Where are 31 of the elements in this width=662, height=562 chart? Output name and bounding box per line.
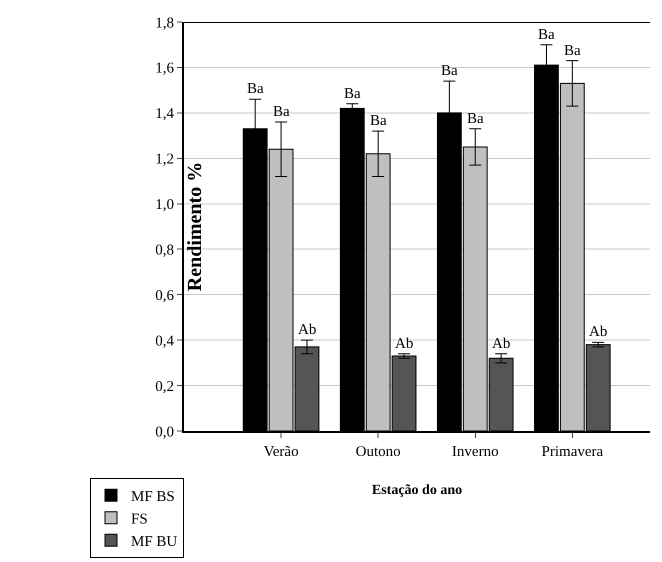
y-tick-label: 1,8: [155, 15, 174, 32]
data-label: Ba: [441, 63, 458, 79]
x-tick-label: Inverno: [452, 444, 499, 460]
data-label: Ba: [273, 104, 290, 120]
y-axis-title: Rendimento %: [184, 162, 206, 292]
x-tick-label: Verão: [264, 444, 299, 460]
y-tick-label: 1,2: [155, 152, 174, 168]
y-tick-label: 1,6: [155, 60, 174, 77]
x-axis-title: Estação do ano: [372, 482, 462, 498]
legend-label: FS: [131, 512, 148, 528]
y-tick-label: 0,2: [155, 378, 174, 395]
x-tick-label: Outono: [356, 444, 401, 460]
y-tick-label: 1,4: [155, 106, 174, 122]
y-tick-label: 0,4: [155, 333, 174, 350]
data-label: Ba: [247, 81, 264, 97]
data-label: Ab: [298, 322, 316, 338]
data-label: Ba: [370, 113, 388, 129]
legend-label: MF BS: [131, 489, 175, 506]
legend-label: MF BU: [131, 534, 178, 550]
data-label: Ab: [492, 336, 510, 352]
data-label: Ab: [589, 324, 608, 340]
data-label: Ab: [395, 336, 414, 352]
y-tick-label: 0,8: [155, 242, 174, 258]
data-label: Ba: [344, 86, 362, 102]
data-label: Ba: [538, 27, 556, 43]
y-tick-label: 0,0: [155, 424, 174, 440]
y-tick-label: 1,0: [155, 197, 174, 214]
data-label: Ba: [564, 43, 582, 59]
data-label: Ba: [467, 111, 484, 127]
x-tick-label: Primavera: [542, 444, 604, 460]
y-tick-label: 0,6: [155, 288, 174, 304]
